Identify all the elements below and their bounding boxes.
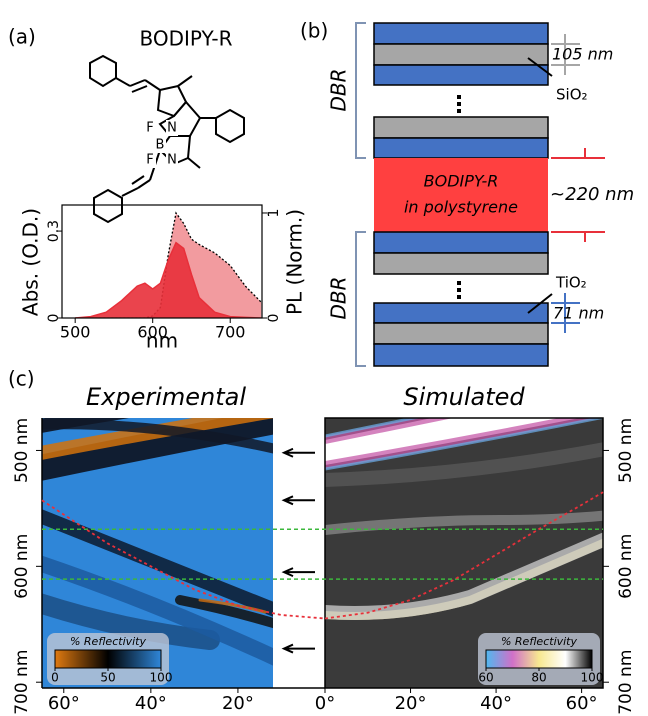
colorbar-label: % Reflectivity bbox=[70, 635, 147, 648]
area bbox=[75, 242, 262, 318]
atom-bg bbox=[144, 120, 156, 136]
dbr-label: DBR bbox=[327, 276, 351, 319]
map-band bbox=[42, 419, 273, 454]
y-tick-label: 600 nm bbox=[12, 534, 32, 599]
atom-label: N bbox=[167, 121, 177, 136]
y2-tick-label: 0 bbox=[266, 314, 282, 323]
map-band bbox=[175, 595, 273, 629]
dbr-label: DBR bbox=[327, 68, 351, 111]
y-tick-label: 0.3 bbox=[46, 220, 62, 242]
map-band bbox=[325, 510, 603, 535]
atom-bg bbox=[154, 137, 166, 153]
x-tick-label: 700 bbox=[215, 323, 246, 342]
map-band bbox=[42, 418, 273, 481]
panel-label: (a) bbox=[8, 25, 36, 49]
map-band bbox=[325, 532, 603, 620]
dbr-stack bbox=[373, 22, 549, 367]
colorbar bbox=[485, 649, 593, 669]
dbr-brackets bbox=[355, 22, 366, 367]
y-tick-label: 700 nm bbox=[12, 650, 32, 715]
x-tick-label: 40° bbox=[135, 693, 167, 714]
map-band bbox=[42, 509, 273, 617]
atom-label: N bbox=[167, 153, 177, 168]
map-band bbox=[325, 418, 603, 471]
panel-label: (c) bbox=[8, 367, 35, 391]
y-tick-label: 500 nm bbox=[616, 418, 636, 483]
map-frame bbox=[324, 417, 604, 689]
panel-title: Experimental bbox=[86, 383, 246, 411]
x-tick-label: 20° bbox=[395, 693, 427, 714]
y2-tick-label: 1 bbox=[266, 209, 282, 218]
arrow bbox=[281, 495, 315, 506]
dispersion-curve bbox=[324, 491, 604, 620]
stack-dots bbox=[457, 95, 461, 299]
y-tick-label: 0 bbox=[46, 314, 62, 323]
dispersion-curve bbox=[41, 499, 326, 620]
dimension-label: 71 nm bbox=[553, 304, 604, 323]
colorbar-label: % Reflectivity bbox=[501, 635, 578, 648]
x-tick-label: 600 bbox=[137, 323, 168, 342]
layer-label: BODIPY-R bbox=[424, 172, 499, 191]
x-tick-label: 20° bbox=[222, 693, 254, 714]
y-tick-label: 700 nm bbox=[616, 650, 636, 715]
molecule-name: BODIPY-R bbox=[140, 27, 233, 51]
molecule-drawing bbox=[89, 54, 245, 224]
map-band bbox=[42, 593, 220, 650]
x-tick-label: 60° bbox=[566, 693, 598, 714]
arrow bbox=[281, 567, 315, 578]
map-band bbox=[325, 418, 453, 444]
line bbox=[75, 211, 262, 318]
atom-bg bbox=[144, 152, 156, 168]
colorbar-tick-label: 60 bbox=[478, 671, 493, 685]
y2-axis-label: PL (Norm.) bbox=[283, 209, 307, 315]
colorbar-tick-label: 50 bbox=[100, 671, 115, 685]
x-tick-label: 40° bbox=[480, 693, 512, 714]
dimension-label: 105 nm bbox=[552, 45, 613, 64]
y-tick-label: 600 nm bbox=[616, 534, 636, 599]
colorbar-tick-label: 80 bbox=[531, 671, 546, 685]
atom-label: F bbox=[146, 153, 153, 168]
atom-bg bbox=[166, 120, 178, 136]
arrow bbox=[281, 643, 315, 654]
layer-label: in polystyrene bbox=[404, 198, 518, 217]
axes-frame bbox=[61, 204, 263, 319]
atom-label: B bbox=[156, 138, 165, 153]
colorbar-tick-label: 100 bbox=[150, 671, 173, 685]
dimension-label: ~220 nm bbox=[550, 184, 634, 205]
atom-bg bbox=[166, 152, 178, 168]
map-band bbox=[325, 418, 601, 469]
colorbar-tick-label: 0 bbox=[51, 671, 59, 685]
x-tick-label: 0° bbox=[315, 693, 335, 714]
atom-label: F bbox=[146, 121, 153, 136]
colorbar-tick-label: 100 bbox=[581, 671, 604, 685]
x-tick-label: 500 bbox=[60, 323, 91, 342]
y-axis-label: Abs. (O.D.) bbox=[19, 208, 43, 316]
y-tick-label: 500 nm bbox=[12, 418, 32, 483]
colorbar bbox=[54, 649, 162, 669]
x-tick-label: 60° bbox=[48, 693, 80, 714]
line bbox=[75, 241, 262, 318]
material-label: TiO₂ bbox=[555, 274, 587, 292]
dimension-marks bbox=[527, 34, 605, 333]
map-band bbox=[42, 555, 273, 666]
material-label: SiO₂ bbox=[556, 86, 588, 104]
panel-label: (b) bbox=[300, 19, 328, 43]
map-band bbox=[325, 442, 603, 487]
x-axis-label: nm bbox=[146, 329, 178, 353]
panel-title: Simulated bbox=[403, 383, 525, 411]
map-band bbox=[325, 418, 420, 438]
arrow bbox=[281, 447, 315, 458]
